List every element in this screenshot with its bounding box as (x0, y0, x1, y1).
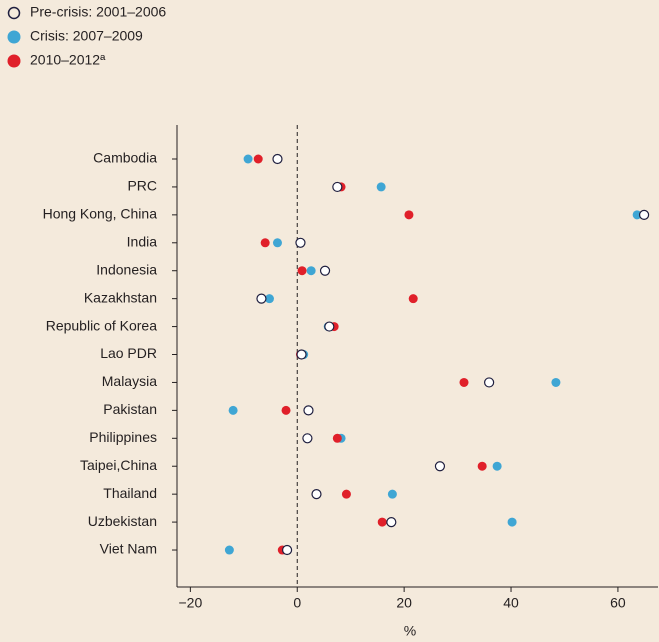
x-tick-label: −20 (178, 595, 202, 611)
dot (272, 238, 282, 248)
dot (224, 545, 234, 555)
dot (295, 237, 306, 248)
dot (387, 489, 397, 499)
dot (484, 377, 495, 388)
y-tick-label: Philippines (89, 429, 157, 445)
dot (281, 544, 293, 556)
y-tick-label: Thailand (103, 485, 157, 501)
dot (253, 154, 263, 164)
dot (386, 516, 397, 528)
dot (243, 154, 253, 164)
x-axis-label: % (404, 623, 416, 639)
dot (341, 489, 351, 499)
dot (332, 181, 343, 193)
dot (324, 321, 335, 332)
legend-label: Pre-crisis: 2001–2006 (30, 4, 166, 20)
y-tick-label: Republic of Korea (46, 317, 158, 333)
dot (306, 266, 316, 276)
y-tick-label: India (127, 233, 158, 249)
dot (260, 238, 270, 248)
x-tick-label: 60 (610, 595, 626, 611)
dot (281, 405, 291, 415)
legend-label: Crisis: 2007–2009 (30, 28, 143, 44)
dot (297, 266, 307, 276)
y-tick-label: Indonesia (96, 261, 157, 277)
dot (632, 210, 642, 220)
dot (404, 210, 414, 220)
y-tick-label: Malaysia (102, 373, 157, 389)
dot (296, 349, 307, 360)
y-tick-label: Viet Nam (100, 541, 157, 557)
dot (408, 294, 418, 304)
dot (311, 489, 322, 500)
y-tick-label: Lao PDR (100, 345, 157, 361)
dot (319, 265, 331, 276)
dot (377, 517, 387, 527)
dot (492, 461, 502, 471)
dot (302, 433, 313, 444)
dot (228, 405, 238, 415)
dot (376, 182, 386, 192)
x-tick-label: 0 (293, 595, 301, 611)
y-tick-label: Taipei,China (80, 457, 157, 473)
dot (507, 517, 517, 527)
dot (477, 461, 487, 471)
y-tick-label: Hong Kong, China (43, 206, 158, 222)
x-tick-label: 40 (503, 595, 519, 611)
dot (639, 209, 650, 220)
legend-marker (7, 54, 21, 68)
legend-marker (7, 6, 21, 20)
y-tick-label: Cambodia (93, 150, 157, 166)
dot (551, 377, 561, 387)
y-tick-label: Kazakhstan (84, 289, 157, 305)
y-tick-label: PRC (127, 178, 157, 194)
legend-label: 2010–2012ª (30, 52, 106, 68)
y-tick-label: Pakistan (103, 401, 157, 417)
dot (272, 153, 283, 165)
dot (303, 405, 314, 416)
dot (256, 293, 267, 304)
x-tick-label: 20 (396, 595, 412, 611)
dot (264, 294, 274, 304)
y-tick-label: Uzbekistan (88, 513, 157, 529)
dot (434, 461, 446, 472)
legend-marker (7, 30, 21, 44)
dot (459, 377, 469, 387)
dot (332, 433, 342, 443)
